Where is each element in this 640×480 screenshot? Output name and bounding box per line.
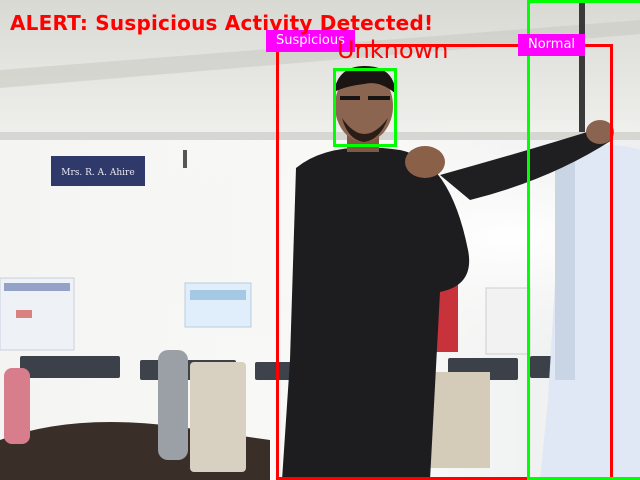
right-poster	[485, 287, 531, 355]
behavior-label-normal: Normal	[518, 34, 586, 56]
main-person-hair	[334, 66, 396, 94]
main-person-fist	[405, 146, 445, 178]
main-person-head	[335, 70, 393, 142]
main-person-hand	[586, 120, 614, 144]
chair-back	[20, 356, 120, 378]
paper-bag	[190, 362, 246, 472]
identity-label-unknown: Unknown	[337, 36, 449, 64]
left-poster-header	[4, 283, 70, 291]
main-person-body	[282, 147, 470, 480]
pink-bottle	[4, 368, 30, 444]
steel-bottle	[158, 350, 188, 460]
ceiling-edge	[0, 132, 640, 140]
counter-box	[430, 372, 490, 468]
main-person-arm	[440, 128, 612, 200]
behavior-label-suspicious: Suspicious	[266, 30, 355, 52]
center-poster-band	[190, 290, 246, 300]
left-poster-mark	[16, 310, 32, 318]
chair-back	[255, 362, 295, 380]
right-person-arm	[555, 150, 575, 380]
nameplate	[51, 156, 145, 186]
main-person-beard	[342, 118, 388, 142]
nameplate-text: Mrs. R. A. Ahire	[61, 168, 134, 178]
center-poster	[184, 282, 252, 328]
wall-pole	[183, 150, 187, 168]
alert-banner: ALERT: Suspicious Activity Detected!	[10, 11, 434, 35]
ceiling-beam	[0, 20, 640, 88]
